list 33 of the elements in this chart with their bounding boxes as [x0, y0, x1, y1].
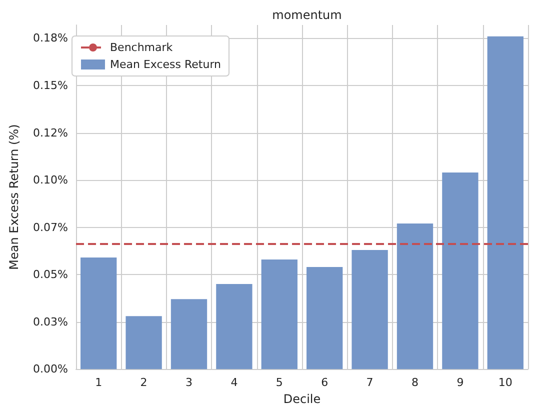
x-tick-label: 10	[498, 376, 512, 390]
bar	[261, 259, 298, 370]
x-tick-label: 2	[140, 376, 148, 390]
x-tick-label: 1	[95, 376, 102, 390]
bar	[170, 299, 208, 370]
bar	[80, 258, 117, 370]
y-tick-label: 0.05%	[33, 268, 68, 282]
legend-label: Benchmark	[110, 41, 174, 54]
x-tick-label: 8	[412, 376, 418, 390]
y-tick-label: 0.12%	[33, 126, 68, 140]
bar	[442, 172, 478, 370]
y-tick-label: 0.18%	[33, 32, 68, 45]
y-tick-label: 0.00%	[33, 362, 68, 376]
bar	[352, 250, 388, 370]
x-tick-label: 4	[230, 376, 238, 390]
x-tick-label: 3	[186, 376, 192, 390]
x-tick-label: 5	[276, 376, 283, 390]
legend-label: Mean Excess Return	[110, 58, 222, 71]
x-tick-label: 7	[366, 376, 374, 390]
bar	[306, 267, 343, 370]
y-tick-label: 0.07%	[33, 220, 68, 234]
x-tick-label: 6	[321, 376, 328, 390]
x-axis-title: Decile	[283, 392, 321, 406]
y-tick-label: 0.03%	[33, 315, 68, 328]
chart-title: momentum	[272, 8, 342, 22]
y-tick-label: 0.15%	[33, 79, 68, 92]
bar	[487, 36, 524, 370]
bar	[216, 284, 252, 370]
y-axis-title: Mean Excess Return (%)	[7, 124, 21, 270]
bar	[126, 316, 162, 370]
bar	[396, 224, 434, 370]
y-tick-label: 0.10%	[33, 174, 68, 187]
x-tick-label: 9	[456, 376, 464, 390]
